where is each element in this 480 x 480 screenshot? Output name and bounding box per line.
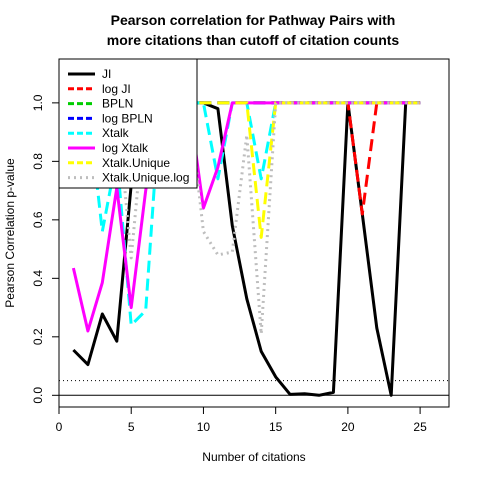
y-tick-label: 0.2: [31, 328, 45, 345]
x-axis-label: Number of citations: [202, 450, 305, 464]
legend-label: log Xtalk: [102, 141, 149, 155]
reference-lines: [59, 380, 449, 396]
legend-label: BPLN: [102, 97, 133, 111]
x-tick-label: 25: [413, 420, 427, 434]
plot-frame: [58, 58, 450, 408]
legend-box: [58, 58, 198, 189]
series-line-7: [73, 101, 421, 336]
legend-label: JI: [102, 67, 111, 81]
x-tick-label: 0: [56, 420, 63, 434]
x-axis: 0 5 10 15 20 25: [56, 406, 427, 434]
y-tick-label: 0.4: [31, 270, 45, 287]
x-tick-label: 5: [128, 420, 135, 434]
series-layer: [71, 101, 421, 397]
x-tick-label: 10: [197, 420, 211, 434]
x-tick-label: 15: [269, 420, 283, 434]
chart-title-line-1: Pearson correlation for Pathway Pairs wi…: [111, 12, 396, 28]
legend-label: log BPLN: [102, 111, 153, 125]
chart-title-line-2: more citations than cutoff of citation c…: [107, 32, 400, 48]
legend-label: Xtalk.Unique.log: [102, 171, 189, 185]
y-tick-label: 0.6: [31, 211, 45, 228]
y-tick-label: 0.0: [31, 387, 45, 404]
y-tick-label: 1.0: [31, 94, 45, 111]
y-tick-label: 0.8: [31, 153, 45, 170]
y-axis: 0.0 0.2 0.4 0.6 0.8 1.0: [31, 94, 60, 404]
y-axis-label: Pearson Correlation p-value: [3, 158, 17, 308]
legend-label: Xtalk.Unique: [102, 156, 170, 170]
legend-label: log JI: [102, 82, 131, 96]
x-tick-label: 20: [341, 420, 355, 434]
legend-label: Xtalk: [102, 126, 130, 140]
